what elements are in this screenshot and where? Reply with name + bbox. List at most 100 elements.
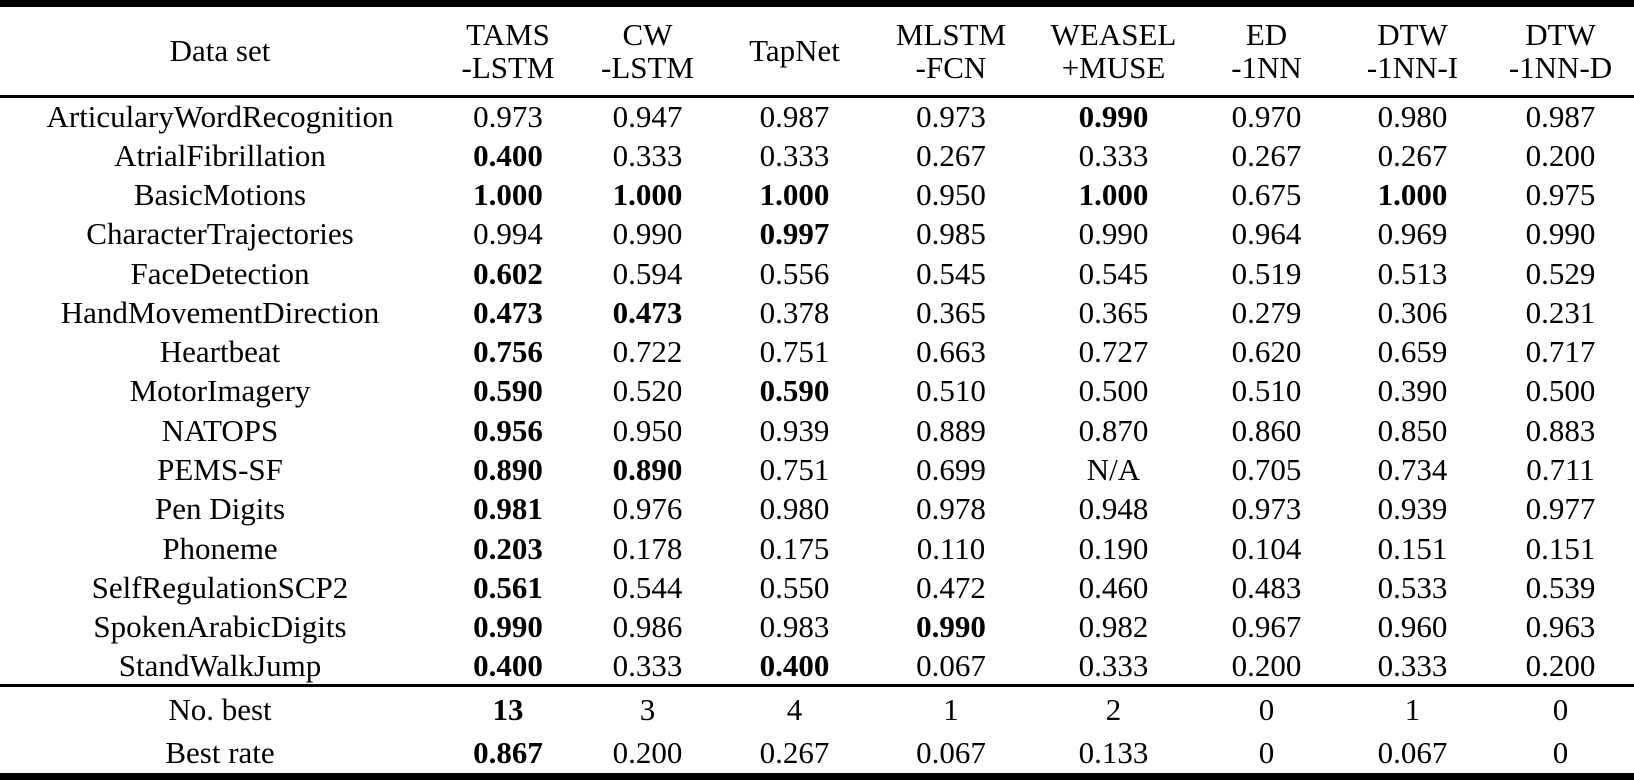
column-header-method: TapNet [719,3,870,98]
score-cell: 0.711 [1526,452,1595,488]
score-cell: 0.956 [473,412,543,448]
score-cell: 0 [1552,691,1569,727]
score-cell: 0.544 [612,569,683,605]
method-name-line2: -1NN [1231,50,1302,85]
score-cell: 0.500 [1078,373,1149,409]
score-cell: 0.973 [473,99,543,135]
score-cell: 0.267 [916,137,986,173]
score-cell: 3 [639,691,656,727]
score-cell: 0.727 [1078,334,1149,370]
table-row: AtrialFibrillation 0.400 0.333 0.333 0.267 0.… [0,136,1634,175]
score-cell: 0.306 [1377,294,1448,330]
score-cell: 0.200 [1525,647,1596,683]
method-name-line1: DTW [1377,16,1448,52]
score-cell: 0.333 [759,137,830,173]
score-cell: 0.529 [1525,255,1596,291]
summary-label: Best rate [165,734,275,770]
score-cell: 0.620 [1231,334,1302,370]
score-cell: 0.400 [473,137,543,173]
score-cell: 0.990 [612,216,683,252]
score-cell: 0.472 [916,569,986,605]
score-cell: 0.510 [916,373,986,409]
score-cell: 0.939 [759,412,830,448]
score-cell: 1.000 [612,177,683,213]
score-cell: 0.267 [1377,137,1448,173]
method-name-line2: -LSTM [601,50,694,85]
method-name-line2: -FCN [915,50,987,85]
score-cell: 0.556 [759,255,830,291]
dataset-name: HandMovementDirection [60,294,380,330]
score-cell: 0.659 [1377,334,1448,370]
table-row: FaceDetection 0.602 0.594 0.556 0.545 0.545 0.… [0,254,1634,293]
score-cell: 0.200 [612,734,683,770]
score-cell: 1.000 [473,177,543,213]
score-cell: 0.950 [916,177,986,213]
score-cell: 0.602 [473,255,543,291]
method-name-line1: DTW [1525,16,1596,52]
score-cell: 0.365 [1078,294,1149,330]
score-cell: 1.000 [759,177,830,213]
score-cell: 0.590 [473,373,543,409]
score-cell: 0.982 [1078,609,1149,645]
dataset-name: SpokenArabicDigits [93,609,347,645]
score-cell: 0.473 [473,294,543,330]
column-header-method: ED -1NN [1195,3,1338,98]
method-name-line2: -1NN-D [1508,50,1613,85]
score-cell: 0.365 [916,294,986,330]
method-name-line1: TAMS [466,16,550,52]
score-cell: 0.333 [612,647,683,683]
score-cell: 0 [1552,734,1569,770]
table-row: NATOPS 0.956 0.950 0.939 0.889 0.870 0.860 0.85… [0,411,1634,450]
score-cell: 0.590 [759,373,830,409]
column-header-method: MLSTM -FCN [870,3,1032,98]
dataset-name: PEMS-SF [157,452,283,488]
score-cell: 0.675 [1231,177,1302,213]
header-row: Data set TAMS -LSTM CW -LSTM TapNet MLSTM -FCN W… [0,3,1634,98]
score-cell: 0.520 [612,373,683,409]
score-cell: N/A [1086,452,1141,488]
score-cell: 0.333 [1078,137,1149,173]
score-cell: 0.990 [1525,216,1596,252]
table-row: CharacterTrajectories 0.994 0.990 0.997 0.98… [0,214,1634,253]
dataset-name: CharacterTrajectories [86,216,354,252]
table-row: MotorImagery 0.590 0.520 0.590 0.510 0.500 0.5… [0,371,1634,410]
score-cell: 0.960 [1377,609,1448,645]
score-cell: 0.460 [1078,569,1149,605]
score-cell: 0.333 [1078,647,1149,683]
score-cell: 0.539 [1525,569,1596,605]
score-cell: 0.151 [1525,530,1596,566]
score-cell: 0.067 [916,647,986,683]
score-cell: 0.997 [759,216,830,252]
score-cell: 0.978 [916,491,986,527]
column-header-method: TAMS -LSTM [440,3,576,98]
score-cell: 2 [1105,691,1122,727]
summary-row: Best rate 0.867 0.200 0.267 0.067 0.133 0 0.067… [0,731,1634,776]
table-row: HandMovementDirection 0.473 0.473 0.378 0.36… [0,293,1634,332]
score-cell: 0.533 [1377,569,1448,605]
score-cell: 0.483 [1231,569,1302,605]
score-cell: 0.970 [1231,99,1302,135]
score-cell: 0.267 [759,734,830,770]
dataset-name: FaceDetection [130,255,310,291]
score-cell: 0.867 [473,734,543,770]
score-cell: 0.203 [473,530,543,566]
table-row: StandWalkJump 0.400 0.333 0.400 0.067 0.333 0.… [0,646,1634,685]
score-cell: 0.279 [1231,294,1302,330]
score-cell: 0.950 [612,412,683,448]
score-cell: 0.969 [1377,216,1448,252]
score-cell: 0.110 [916,530,986,566]
score-cell: 0.545 [916,255,986,291]
score-cell: 0.722 [612,334,683,370]
dataset-name: Phoneme [162,530,278,566]
score-cell: 0.133 [1078,734,1149,770]
score-cell: 0.889 [916,412,986,448]
score-cell: 0.400 [473,647,543,683]
score-cell: 0.948 [1078,491,1149,527]
table-row: Pen Digits 0.981 0.976 0.980 0.978 0.948 0.973… [0,489,1634,528]
method-name-line1: TapNet [749,33,840,69]
method-name-line1: ED [1245,16,1288,52]
dataset-name: BasicMotions [133,177,307,213]
score-cell: 0.067 [916,734,986,770]
method-name-line1: MLSTM [895,16,1007,52]
